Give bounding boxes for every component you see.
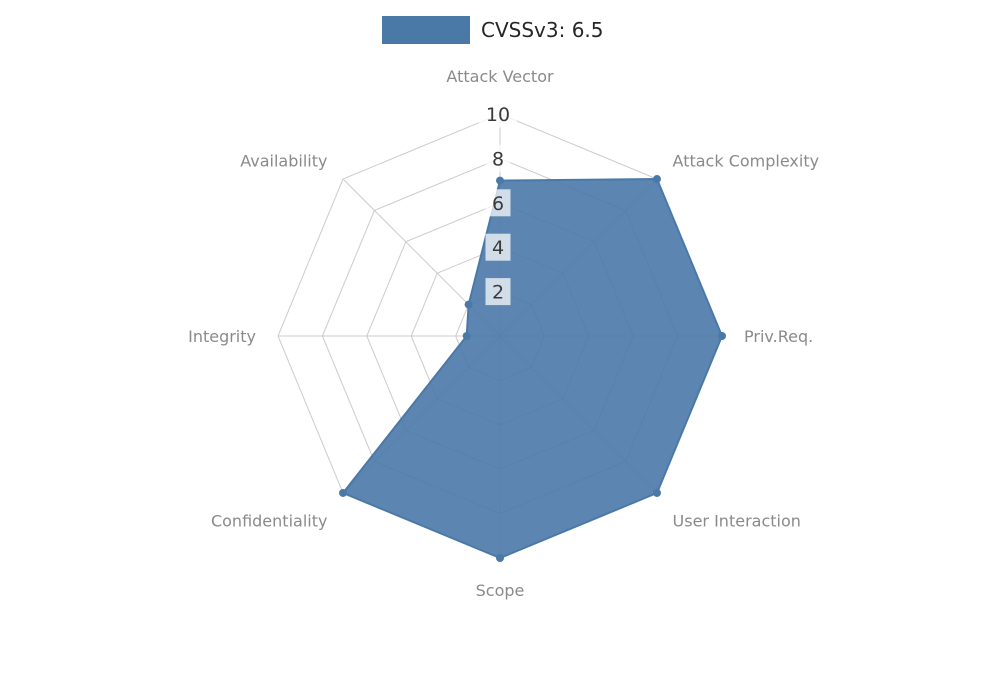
radial-tick-box xyxy=(485,144,511,172)
radial-tick-box xyxy=(479,100,517,128)
axis-label-availability: Availability xyxy=(240,151,327,170)
axis-label-priv-req: Priv.Req. xyxy=(744,327,813,346)
axis-label-attack-complexity: Attack Complexity xyxy=(673,151,820,170)
radial-tick-box xyxy=(485,189,511,217)
legend: CVSSv3: 6.5 xyxy=(382,16,604,44)
radial-tick-box xyxy=(485,278,511,306)
axis-label-integrity: Integrity xyxy=(188,327,256,346)
axis-label-confidentiality: Confidentiality xyxy=(211,512,327,531)
radial-tick-label: 2 xyxy=(492,282,504,304)
radial-tick-label: 6 xyxy=(492,193,504,215)
series-point xyxy=(652,175,661,184)
radial-tick-label: 10 xyxy=(486,104,510,126)
series-point xyxy=(339,488,348,497)
series-point xyxy=(718,332,726,340)
axis-label-attack-vector: Attack Vector xyxy=(446,67,554,86)
series-point xyxy=(464,300,473,309)
axis-label-user-interaction: User Interaction xyxy=(673,512,801,531)
axis-label-scope: Scope xyxy=(476,581,525,600)
legend-swatch xyxy=(382,16,470,44)
series-point xyxy=(496,176,504,185)
series-point xyxy=(652,488,661,497)
series-point xyxy=(496,554,504,562)
radial-tick-label: 8 xyxy=(492,148,504,170)
series-point xyxy=(462,332,471,340)
legend-label: CVSSv3: 6.5 xyxy=(481,18,604,42)
radial-tick-box xyxy=(485,233,511,261)
radial-tick-label: 4 xyxy=(492,237,504,259)
